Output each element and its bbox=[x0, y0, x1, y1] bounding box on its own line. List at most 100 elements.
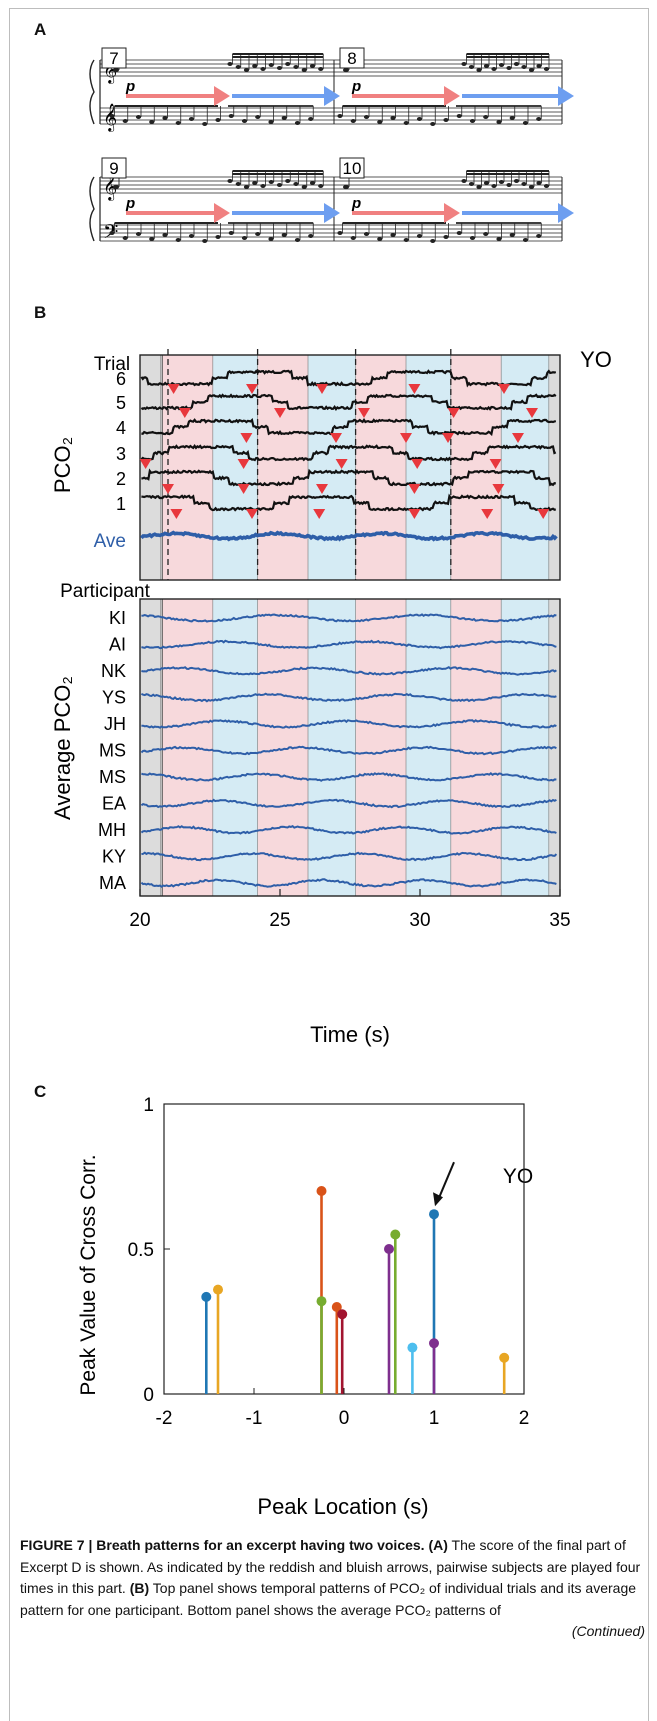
note-head bbox=[476, 68, 482, 72]
inhale-marker bbox=[240, 433, 253, 443]
trial-label: 6 bbox=[116, 369, 126, 389]
note-head bbox=[149, 120, 155, 124]
inhale-marker bbox=[358, 408, 370, 418]
participant-trace bbox=[140, 825, 557, 835]
note-head bbox=[255, 232, 261, 236]
note-head bbox=[461, 62, 467, 66]
caption-a-text: The score of the final part of Excerpt D… bbox=[20, 1537, 641, 1596]
participant-trace bbox=[140, 745, 557, 756]
red-arrow-head bbox=[444, 86, 460, 106]
caption-b-text: Top panel shows temporal patterns of PCO… bbox=[20, 1580, 637, 1618]
note-head bbox=[175, 238, 181, 242]
treble-clef: 𝄞 bbox=[103, 104, 117, 132]
band-pink bbox=[355, 599, 406, 896]
inhale-marker bbox=[447, 408, 460, 418]
bottom-ylabel: Average PCO₂ bbox=[50, 676, 75, 820]
note-head bbox=[202, 239, 208, 243]
inhale-marker bbox=[492, 484, 505, 494]
x-tick-label: 20 bbox=[129, 910, 150, 931]
caption-b-label: (B) bbox=[129, 1580, 150, 1596]
note-head bbox=[543, 67, 550, 71]
trial-trace bbox=[141, 493, 557, 512]
note-head bbox=[252, 64, 258, 68]
annotation-arrow bbox=[437, 1161, 455, 1201]
note-head bbox=[135, 115, 142, 119]
note-head bbox=[122, 236, 128, 240]
note-head bbox=[268, 120, 274, 124]
note-head bbox=[260, 184, 266, 188]
note-head bbox=[255, 115, 261, 119]
band-white bbox=[161, 599, 163, 896]
stem-point bbox=[316, 1296, 327, 1307]
average-trace bbox=[140, 530, 558, 542]
note-head bbox=[337, 114, 343, 118]
inhale-marker bbox=[178, 408, 191, 418]
band-blue bbox=[308, 355, 356, 580]
band-pink bbox=[355, 355, 406, 580]
participant-trace bbox=[141, 613, 557, 623]
red-arrow-head bbox=[214, 86, 230, 106]
band-gray bbox=[548, 355, 560, 580]
note-head bbox=[276, 183, 283, 187]
note-head bbox=[522, 121, 529, 125]
dynamic-mark: p bbox=[351, 78, 361, 95]
corner-label: YO bbox=[580, 347, 612, 372]
trial-label: 4 bbox=[116, 418, 126, 438]
x-tick-label: -2 bbox=[156, 1408, 173, 1429]
note-head bbox=[536, 181, 542, 185]
inhale-marker bbox=[237, 484, 250, 494]
participant-trace bbox=[140, 798, 557, 809]
note-head bbox=[468, 182, 475, 186]
participant-trace bbox=[141, 719, 557, 729]
inhale-marker bbox=[335, 459, 348, 469]
note-head bbox=[149, 237, 155, 241]
trial-label: 3 bbox=[116, 444, 126, 464]
inhale-marker bbox=[512, 433, 524, 443]
note-head bbox=[241, 236, 248, 240]
participant-label: MH bbox=[98, 820, 126, 840]
note-head bbox=[202, 122, 208, 126]
x-tick-label: 25 bbox=[269, 910, 290, 931]
inhale-marker bbox=[408, 509, 421, 519]
stem-point bbox=[213, 1284, 223, 1295]
note-head bbox=[403, 238, 409, 242]
note-head bbox=[215, 118, 221, 122]
figure-caption: FIGURE 7 | Breath patterns for an excerp… bbox=[20, 1535, 645, 1643]
inhale-marker bbox=[330, 433, 342, 443]
note-head bbox=[109, 231, 115, 235]
note-head bbox=[308, 234, 314, 238]
note-head bbox=[281, 116, 287, 120]
note-head bbox=[294, 238, 301, 242]
note-head bbox=[543, 184, 550, 188]
trial-label: 1 bbox=[116, 494, 126, 514]
inhale-marker bbox=[408, 484, 421, 494]
x-tick-label: 35 bbox=[549, 910, 570, 931]
participant-trace bbox=[141, 851, 558, 862]
participant-label: KI bbox=[109, 608, 126, 628]
system-brace bbox=[89, 59, 95, 125]
note-head bbox=[506, 183, 512, 187]
note-head bbox=[252, 181, 258, 185]
trial-trace bbox=[141, 468, 557, 487]
participant-trace bbox=[141, 639, 557, 650]
inhale-marker bbox=[489, 459, 502, 469]
note-head bbox=[496, 237, 502, 241]
measure-number: 7 bbox=[109, 49, 118, 68]
note-head bbox=[162, 233, 168, 237]
x-tick-label: 1 bbox=[429, 1408, 440, 1429]
dynamic-mark: p bbox=[351, 195, 361, 212]
stem-point bbox=[390, 1229, 401, 1240]
stem-point bbox=[429, 1338, 439, 1349]
band-pink bbox=[162, 355, 213, 580]
note-head bbox=[469, 236, 476, 240]
ave-label: Ave bbox=[94, 531, 126, 552]
participant-label: NK bbox=[101, 661, 126, 681]
inhale-marker bbox=[237, 459, 250, 469]
note-head bbox=[469, 119, 476, 123]
stem-point bbox=[201, 1291, 212, 1302]
note-head bbox=[235, 182, 241, 186]
inhale-marker bbox=[139, 459, 152, 469]
measure-number: 8 bbox=[347, 49, 356, 68]
note-head bbox=[294, 121, 301, 125]
note-head bbox=[513, 62, 520, 66]
